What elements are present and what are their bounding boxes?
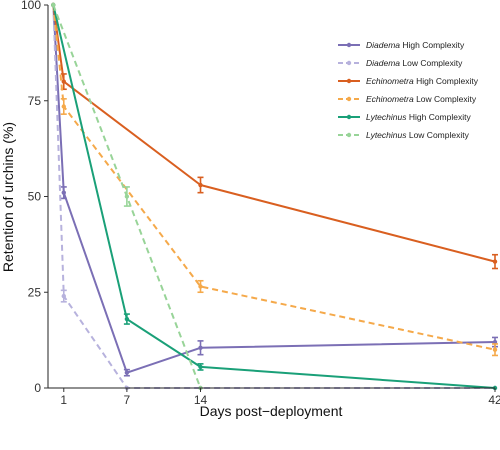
y-tick-label: 100 [21, 0, 41, 12]
data-point [61, 104, 66, 109]
y-tick-label: 75 [28, 94, 42, 108]
data-point [198, 345, 203, 350]
legend-label: Lytechinus Low Complexity [366, 130, 470, 140]
legend-label: Diadema Low Complexity [366, 58, 463, 68]
legend-key-marker [346, 60, 352, 66]
legend-complexity: Low Complexity [414, 94, 477, 104]
series-line [52, 4, 496, 351]
legend-item: Lytechinus High Complexity [338, 112, 471, 122]
legend-complexity: High Complexity [400, 40, 465, 50]
data-point [124, 316, 130, 322]
legend-item: Diadema High Complexity [338, 40, 465, 50]
data-point [198, 284, 203, 289]
x-axis-ticks: 1 7 14 42 [60, 388, 500, 407]
legend-item: Echinometra Low Complexity [338, 94, 477, 104]
legend-label: Echinometra High Complexity [366, 76, 479, 86]
y-tick-label: 0 [34, 381, 41, 395]
legend-species: Lytechinus [366, 130, 407, 140]
series-echinometra-low-complexity [51, 2, 498, 357]
legend-key-marker [346, 114, 352, 120]
data-point [198, 364, 203, 370]
legend-label: Echinometra Low Complexity [366, 94, 477, 104]
series-echinometra-high-complexity [51, 2, 498, 270]
legend-label: Diadema High Complexity [366, 40, 465, 50]
x-tick-label: 14 [194, 393, 208, 407]
x-tick-label: 42 [488, 393, 500, 407]
legend-key-marker [346, 96, 352, 102]
data-point [198, 182, 203, 188]
y-tick-label: 50 [28, 190, 42, 204]
legend-item: Echinometra High Complexity [338, 76, 479, 86]
y-axis-ticks: 0 25 50 75 100 [21, 0, 48, 395]
legend-species: Diadema [366, 40, 400, 50]
x-axis-title: Days post−deployment [200, 403, 343, 419]
legend-complexity: Low Complexity [400, 58, 463, 68]
y-axis-title: Retention of urchins (%) [0, 122, 16, 272]
legend-complexity: High Complexity [414, 76, 479, 86]
legend-item: Lytechinus Low Complexity [338, 130, 470, 140]
x-tick-label: 7 [124, 393, 131, 407]
legend-species: Echinometra [366, 76, 414, 86]
legend-key-marker [346, 132, 352, 138]
data-point [51, 2, 56, 8]
data-point [124, 370, 130, 375]
data-point [61, 190, 66, 195]
x-tick-label: 1 [60, 393, 67, 407]
plot-area: 1 7 14 42 0 25 50 75 100 [21, 0, 500, 407]
legend-label: Lytechinus High Complexity [366, 112, 471, 122]
series-lytechinus-low-complexity [51, 2, 203, 391]
series-line [52, 4, 496, 263]
legend-key-marker [346, 78, 352, 84]
series-line [52, 4, 496, 389]
legend-complexity: Low Complexity [406, 130, 469, 140]
legend-item: Diadema Low Complexity [338, 58, 463, 68]
data-point [61, 293, 66, 299]
data-point [124, 194, 130, 199]
legend-species: Lytechinus [366, 112, 407, 122]
data-point [492, 347, 498, 352]
legend-key-marker [346, 42, 352, 48]
legend-complexity: High Complexity [406, 112, 471, 122]
legend-species: Echinometra [366, 94, 414, 104]
data-point [492, 259, 498, 264]
data-point [61, 79, 66, 84]
legend-species: Diadema [366, 58, 400, 68]
data-point [492, 339, 498, 345]
y-tick-label: 25 [28, 285, 42, 299]
